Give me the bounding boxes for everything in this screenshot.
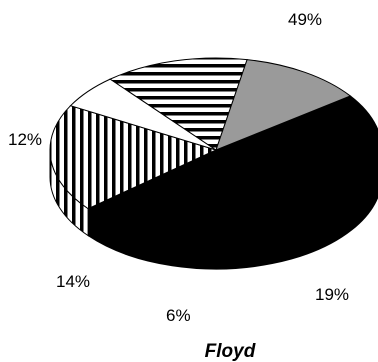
pie-slice-1 [49, 105, 218, 210]
pie-slices [49, 57, 378, 270]
pie-slice-4 [215, 59, 352, 151]
data-label-12: 12% [8, 130, 42, 149]
pie-slice-3 [109, 57, 248, 151]
pie-slice-0 [87, 95, 378, 243]
data-label-19: 19% [315, 285, 349, 304]
data-label-49: 49% [288, 10, 322, 29]
data-label-14: 14% [56, 272, 90, 291]
chart-title: Floyd [205, 341, 256, 362]
data-label-6: 6% [166, 306, 191, 325]
